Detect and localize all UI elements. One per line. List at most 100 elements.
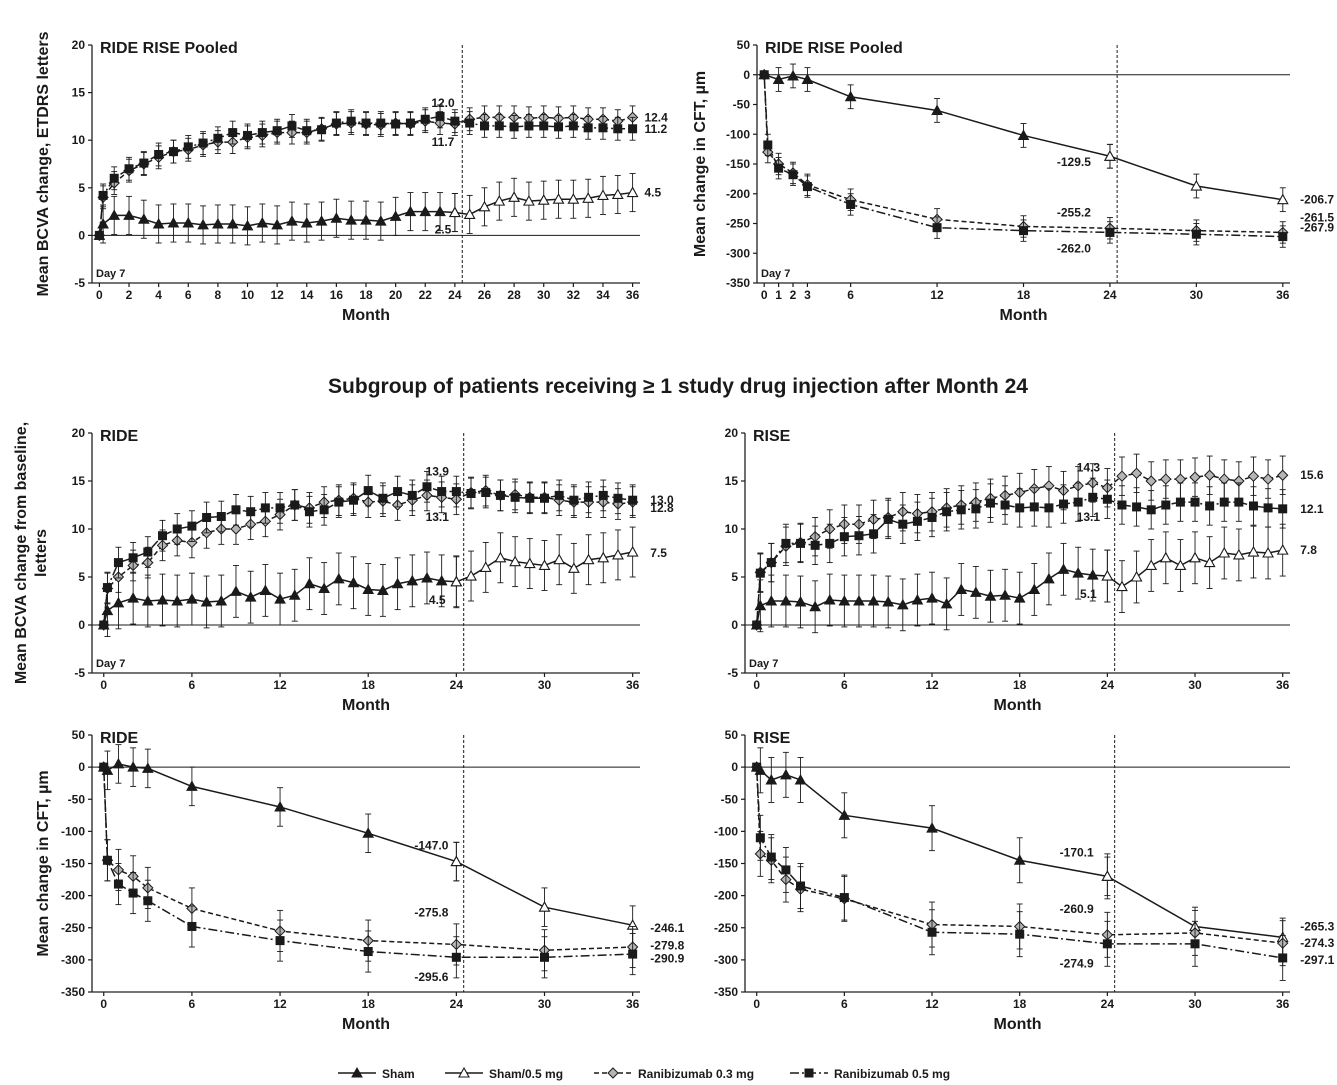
data-point — [108, 209, 121, 220]
x-tick-label: 6 — [847, 288, 854, 302]
value-annotation: 5.1 — [1080, 587, 1097, 601]
y-tick-label: 50 — [737, 38, 751, 52]
data-point — [755, 833, 765, 843]
data-point — [794, 773, 807, 785]
y-tick-label: -5 — [727, 666, 738, 680]
series-line — [763, 74, 1283, 234]
data-point — [186, 593, 198, 604]
data-point — [419, 205, 432, 217]
x-axis-label: Month — [342, 1016, 390, 1033]
y-tick-label: -150 — [61, 857, 85, 871]
data-point — [448, 206, 461, 218]
x-tick-label: 12 — [925, 997, 939, 1011]
data-point — [141, 594, 154, 606]
y-tick-label: 10 — [72, 133, 86, 147]
data-point — [345, 214, 358, 225]
data-point — [583, 123, 593, 133]
x-tick-label: 18 — [1013, 997, 1027, 1011]
data-point — [766, 852, 776, 862]
x-tick-label: 2 — [790, 288, 797, 302]
data-point — [1015, 503, 1025, 513]
data-point — [985, 498, 995, 508]
data-point — [597, 551, 610, 563]
x-tick-label: 8 — [215, 288, 222, 302]
data-point — [539, 121, 549, 131]
data-point — [1276, 193, 1289, 205]
data-point — [1013, 854, 1026, 865]
series-line — [755, 767, 1283, 959]
x-tick-label: 4 — [155, 288, 162, 302]
series-shamopen — [1101, 523, 1289, 613]
data-point — [302, 126, 312, 136]
x-tick-label: 36 — [626, 288, 640, 302]
value-annotation: 12.1 — [1300, 502, 1324, 516]
data-point — [231, 505, 241, 515]
data-point — [113, 558, 123, 568]
x-tick-label: 10 — [241, 288, 255, 302]
y-tick-label: -250 — [714, 921, 738, 935]
data-point — [524, 121, 534, 131]
data-point — [780, 768, 792, 780]
data-point — [1043, 572, 1055, 584]
data-point — [582, 553, 595, 565]
value-annotation: -274.3 — [1300, 936, 1334, 950]
data-point — [124, 164, 134, 174]
data-point — [246, 507, 256, 517]
data-point — [393, 487, 403, 497]
data-point — [257, 128, 267, 138]
data-point — [272, 126, 282, 136]
data-point — [780, 594, 792, 606]
data-point — [802, 182, 812, 192]
data-point — [809, 600, 821, 612]
y-tick-label: -300 — [726, 246, 750, 260]
chart-panel: -5 0 5 10 15 20 0 6 12 18 24 30 36 Month RISE Day 7 14.3… — [725, 426, 1324, 714]
data-point — [508, 191, 521, 202]
data-point — [626, 545, 639, 557]
series-r05 — [759, 70, 1288, 248]
y-tick-label: 0 — [78, 760, 85, 774]
x-tick-label: 2 — [126, 288, 133, 302]
series-sham — [97, 551, 463, 637]
data-point — [128, 553, 138, 563]
data-point — [407, 490, 417, 500]
data-point — [1146, 505, 1156, 515]
data-point — [912, 516, 922, 526]
data-point — [137, 213, 150, 224]
data-point — [825, 538, 835, 548]
data-point — [128, 888, 138, 898]
value-annotation: 4.5 — [644, 186, 661, 200]
data-point — [1262, 473, 1274, 485]
data-point — [202, 512, 212, 522]
value-annotation: 4.5 — [429, 593, 446, 607]
chart-panel: -350 -300 -250 -200 -150 -100 -50 0 50 0 6 12 18 24 30… — [35, 728, 685, 1033]
data-point — [435, 111, 445, 121]
data-point — [752, 762, 762, 772]
data-point — [1175, 497, 1185, 507]
y-tick-label: -100 — [61, 824, 85, 838]
x-axis-label: Month — [342, 307, 390, 324]
x-tick-label: 30 — [1188, 678, 1202, 692]
y-tick-label: -5 — [74, 666, 85, 680]
data-point — [361, 118, 371, 128]
data-point — [377, 584, 389, 595]
x-tick-label: 32 — [567, 288, 581, 302]
data-point — [598, 490, 608, 500]
data-point — [363, 947, 373, 957]
data-point — [1116, 470, 1128, 482]
data-point — [1101, 569, 1114, 581]
data-point — [259, 584, 272, 595]
y-tick-label: -150 — [714, 857, 738, 871]
data-point — [1116, 580, 1128, 592]
data-point — [260, 503, 270, 513]
y-axis-label: Mean BCVA change, ETDRS letters — [35, 31, 52, 296]
x-tick-label: 12 — [930, 288, 944, 302]
data-point — [200, 595, 213, 607]
data-point — [582, 192, 595, 203]
data-point — [763, 140, 773, 150]
x-tick-label: 36 — [626, 997, 640, 1011]
data-point — [389, 210, 402, 221]
data-point — [787, 69, 799, 81]
x-tick-label: 6 — [189, 678, 196, 692]
